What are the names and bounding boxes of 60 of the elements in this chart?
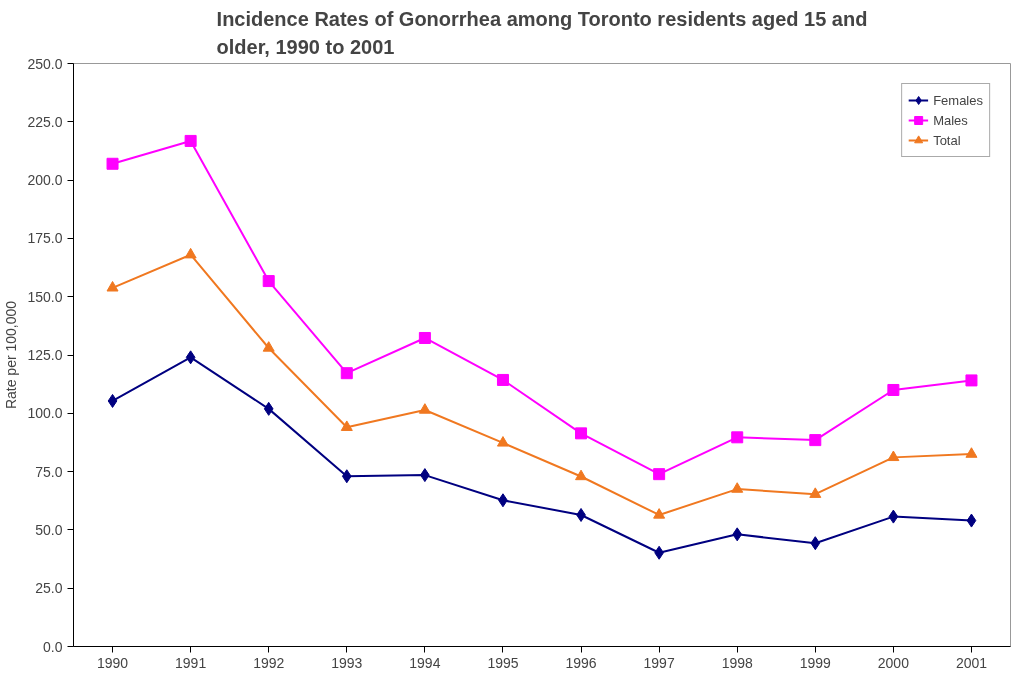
x-tick-label: 2001 — [955, 654, 988, 671]
point — [106, 280, 119, 292]
y-tick-label: 50.0 — [35, 521, 63, 538]
y-tick-label: 250.0 — [27, 55, 63, 72]
point — [262, 341, 275, 352]
x-tick-label: 1997 — [643, 654, 675, 671]
point — [810, 536, 821, 551]
x-tick-label: 2000 — [877, 654, 910, 671]
y-tick-label: 200.0 — [27, 172, 63, 189]
point — [887, 450, 900, 462]
point — [418, 403, 431, 414]
point — [106, 157, 119, 170]
y-tick-label: 100.0 — [27, 405, 63, 422]
y-tick-label: 125.0 — [27, 347, 63, 363]
point — [341, 469, 352, 484]
x-tick-label: 1995 — [487, 654, 519, 671]
point — [809, 434, 822, 447]
point — [732, 527, 743, 542]
legend-label: Females — [933, 92, 983, 108]
point — [575, 469, 588, 481]
y-tick-label: 175.0 — [27, 230, 63, 247]
point — [184, 247, 197, 259]
point — [107, 393, 118, 408]
point — [731, 431, 744, 444]
point — [809, 487, 822, 498]
y-tick-label: 75.0 — [35, 463, 63, 480]
x-tick-label: 1994 — [409, 654, 441, 671]
point — [966, 513, 977, 528]
x-tick-label: 1993 — [331, 654, 363, 671]
x-tick-label: 1991 — [175, 654, 207, 671]
point — [965, 374, 978, 387]
point — [887, 383, 900, 396]
legend-label: Total — [933, 132, 961, 148]
legend-label: Males — [933, 112, 968, 128]
point — [418, 331, 431, 344]
point — [340, 367, 353, 380]
point — [965, 447, 978, 458]
x-tick-label: 1990 — [96, 654, 129, 671]
point — [731, 482, 744, 493]
y-tick-label: 225.0 — [27, 113, 63, 130]
point — [575, 427, 588, 440]
x-tick-label: 1996 — [565, 654, 597, 671]
chart-title: Incidence Rates of Gonorrhea among Toronto residents aged 15 and older, 1990 to 2001 — [216, 7, 868, 59]
point — [653, 468, 666, 481]
point — [496, 436, 509, 447]
point — [496, 373, 509, 386]
point — [184, 134, 197, 147]
point — [185, 350, 196, 365]
y-axis-title: Rate per 100,000 — [3, 300, 20, 410]
point — [888, 509, 899, 524]
y-tick-label: 0.0 — [43, 638, 63, 655]
x-tick-label: 1998 — [721, 654, 753, 671]
y-tick-label: 150.0 — [27, 288, 63, 305]
point — [653, 508, 666, 519]
x-tick-label: 1992 — [253, 654, 285, 671]
point — [262, 275, 275, 288]
x-tick-label: 1999 — [799, 654, 832, 671]
point — [340, 420, 353, 431]
point — [263, 401, 274, 416]
y-tick-label: 25.0 — [35, 580, 63, 597]
